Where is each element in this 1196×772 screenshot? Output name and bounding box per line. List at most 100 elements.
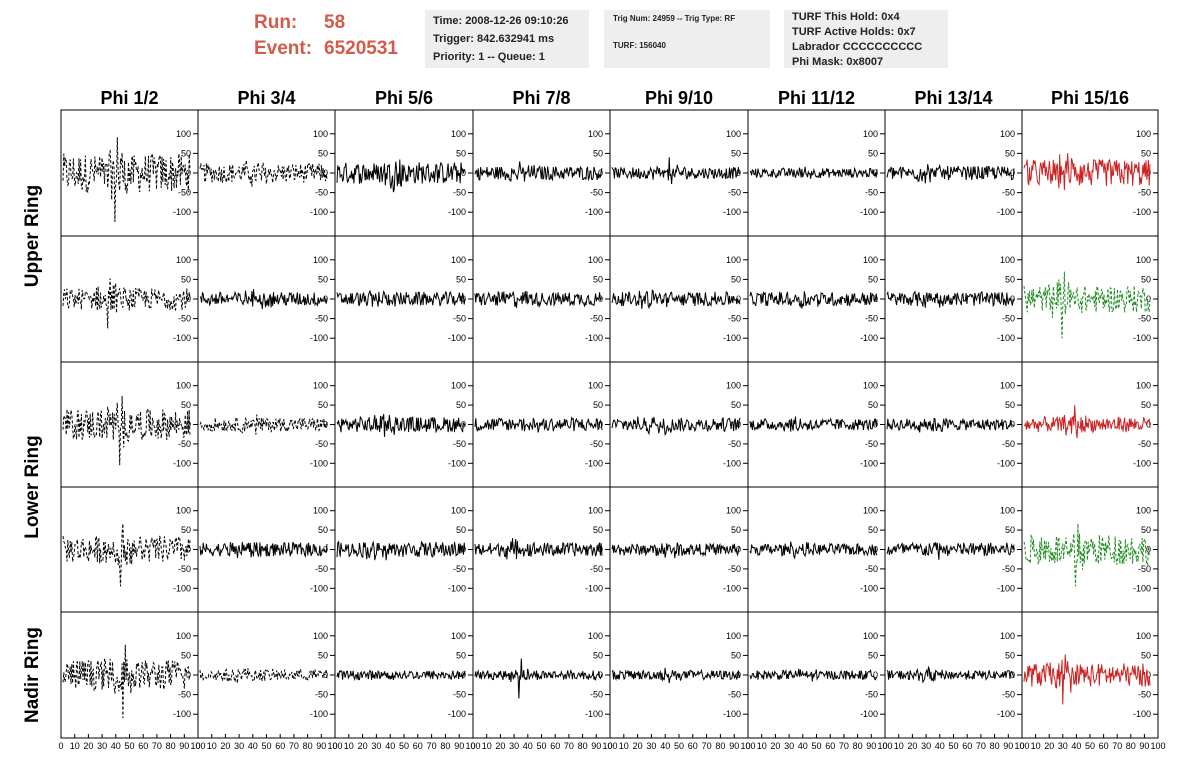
x-tick-label: 0 (58, 741, 63, 751)
y-tick-label: -100 (1133, 583, 1151, 593)
x-tick-label: 10 (207, 741, 217, 751)
y-tick-label: -50 (728, 439, 741, 449)
x-tick-label: 50 (124, 741, 134, 751)
x-tick-label: 30 (784, 741, 794, 751)
x-tick-label: 40 (385, 741, 395, 751)
priority-text: Priority: 1 -- Queue: 1 (433, 51, 545, 63)
y-tick-label: -50 (315, 188, 328, 198)
y-tick-label: -100 (860, 458, 878, 468)
x-tick-label: 10 (70, 741, 80, 751)
x-tick-label: 50 (536, 741, 546, 751)
event-label: Event: (254, 38, 313, 59)
y-tick-label: 50 (868, 400, 878, 410)
x-tick-label: 40 (248, 741, 258, 751)
y-tick-label: 0 (1146, 420, 1151, 430)
x-tick-label: 10 (894, 741, 904, 751)
time-info-box: Time: 2008-12-26 09:10:26 Trigger: 842.6… (425, 10, 589, 68)
waveform-trace (336, 540, 466, 561)
x-tick-label: 90 (729, 741, 739, 751)
y-tick-label: 100 (451, 631, 466, 641)
waveform-trace (1023, 153, 1151, 191)
y-tick-label: 100 (176, 381, 191, 391)
waveform-trace (749, 291, 878, 309)
y-tick-label: -50 (453, 188, 466, 198)
column-title: Phi 13/14 (914, 88, 992, 108)
x-tick-label: 60 (550, 741, 560, 751)
y-tick-label: -100 (585, 458, 603, 468)
y-tick-label: 50 (1141, 525, 1151, 535)
y-tick-label: 50 (181, 274, 191, 284)
y-tick-label: -100 (448, 458, 466, 468)
row-title: Lower Ring (22, 435, 43, 538)
y-tick-label: -100 (997, 709, 1015, 719)
x-tick-label: 70 (839, 741, 849, 751)
x-tick-label: 100 (327, 741, 342, 751)
x-tick-label: 70 (564, 741, 574, 751)
y-tick-label: -50 (590, 314, 603, 324)
x-tick-label: 60 (1099, 741, 1109, 751)
y-tick-label: 50 (731, 400, 741, 410)
x-tick-label: 30 (646, 741, 656, 751)
y-tick-label: 50 (868, 274, 878, 284)
y-tick-label: 50 (456, 525, 466, 535)
y-tick-label: 50 (868, 148, 878, 158)
y-tick-label: -100 (310, 207, 328, 217)
y-tick-label: 50 (868, 525, 878, 535)
column-title: Phi 3/4 (237, 88, 295, 108)
y-tick-label: 100 (726, 631, 741, 641)
y-tick-label: 50 (731, 274, 741, 284)
y-tick-label: -50 (728, 690, 741, 700)
x-tick-label: 70 (289, 741, 299, 751)
x-tick-label: 50 (811, 741, 821, 751)
run-event-block: Run: 58 Event: 6520531 (254, 10, 398, 62)
x-tick-label: 40 (1071, 741, 1081, 751)
column-title: Phi 11/12 (778, 88, 855, 108)
x-tick-label: 0 (1019, 741, 1024, 751)
x-tick-label: 100 (190, 741, 205, 751)
y-tick-label: -50 (590, 564, 603, 574)
y-tick-label: 100 (726, 506, 741, 516)
waveform-trace (62, 523, 191, 587)
x-tick-label: 40 (798, 741, 808, 751)
column-title: Phi 15/16 (1051, 88, 1129, 108)
x-tick-label: 40 (660, 741, 670, 751)
x-tick-label: 0 (195, 741, 200, 751)
y-tick-label: -100 (585, 207, 603, 217)
waveform-trace (886, 163, 1015, 184)
column-title: Phi 1/2 (100, 88, 158, 108)
y-tick-label: -50 (1002, 314, 1015, 324)
waveform-trace (199, 288, 328, 310)
y-tick-label: 100 (726, 129, 741, 139)
y-tick-label: 100 (863, 631, 878, 641)
y-tick-label: -100 (723, 709, 741, 719)
x-tick-label: 50 (261, 741, 271, 751)
waveform-trace (62, 137, 191, 223)
y-tick-label: 50 (1141, 274, 1151, 284)
y-tick-label: 100 (863, 506, 878, 516)
waveform-trace (474, 658, 603, 699)
y-tick-label: 0 (323, 670, 328, 680)
y-tick-label: -100 (860, 709, 878, 719)
y-tick-label: 50 (593, 274, 603, 284)
y-tick-label: -50 (728, 188, 741, 198)
waveform-trace (474, 416, 603, 433)
y-tick-label: -50 (178, 188, 191, 198)
turf-text: TURF: 156040 (613, 41, 666, 50)
y-tick-label: 0 (598, 420, 603, 430)
x-tick-label: 0 (470, 741, 475, 751)
y-tick-label: -50 (315, 314, 328, 324)
x-tick-label: 20 (220, 741, 230, 751)
